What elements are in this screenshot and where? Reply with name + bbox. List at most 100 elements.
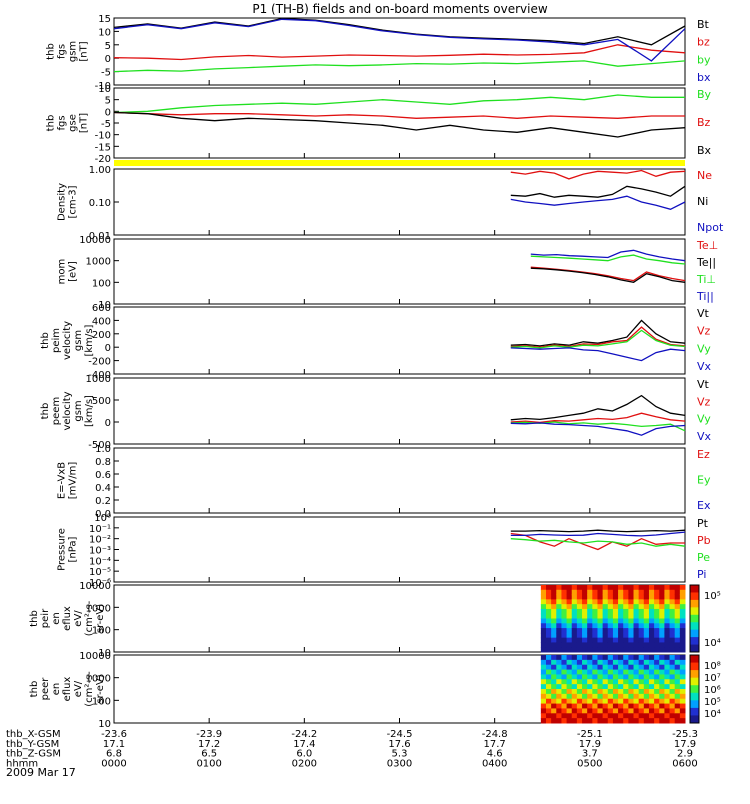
heatmap-cell [659, 642, 665, 648]
heatmap-cell [648, 585, 655, 591]
heatmap-cell [587, 674, 593, 680]
heatmap-cell [602, 608, 609, 615]
y-tick-label: -500 [88, 440, 111, 451]
heatmap-cell [571, 693, 578, 700]
heatmap-cell [628, 623, 635, 629]
heatmap-cell [571, 708, 578, 714]
y-tick-label: 10 [98, 27, 111, 38]
heatmap-cell [571, 585, 578, 591]
heatmap-cell [551, 655, 557, 661]
heatmap-cell [607, 703, 614, 709]
heatmap-cell [638, 664, 645, 671]
heatmap-cell [618, 659, 624, 666]
heatmap-cell [597, 669, 604, 675]
heatmap-cell [628, 708, 635, 714]
heatmap-cell [607, 655, 614, 661]
y-axis-label-line: gsm [68, 41, 79, 62]
heatmap-cell [638, 613, 645, 619]
heatmap-cell [540, 608, 547, 615]
series-Vt [510, 319, 686, 347]
heatmap-cell [669, 703, 676, 709]
heatmap-cell [592, 693, 598, 700]
heatmap-cell [643, 647, 650, 653]
y-axis-label: thbpeimvelocitygsm[km/s] [40, 321, 95, 360]
heatmap-cell [571, 713, 578, 719]
heatmap-cell [607, 642, 614, 648]
heatmap-cell [669, 613, 676, 619]
heatmap-cell [674, 589, 681, 596]
legend-Npot: Npot [697, 221, 724, 234]
heatmap-cell [556, 618, 562, 624]
heatmap-cell [551, 594, 557, 600]
heatmap-cell [623, 613, 629, 619]
heatmap-cell [561, 585, 568, 591]
y-axis-label-line: [km/s] [84, 395, 95, 427]
heatmap-cell [561, 604, 568, 610]
heatmap-cell [540, 655, 547, 661]
heatmap-cell [612, 637, 619, 643]
heatmap-cell [679, 623, 686, 629]
heatmap-cell [643, 623, 650, 629]
y-axis-label-line: [nT] [79, 41, 90, 61]
y-tick-label: 10⁻⁶ [89, 578, 111, 589]
heatmap-cell [556, 708, 562, 714]
heatmap-cell [597, 628, 604, 634]
heatmap-cell [587, 613, 593, 619]
series-Ni [510, 185, 686, 198]
heatmap-cell [607, 659, 614, 666]
ephemeris-value: -25.1 [577, 729, 603, 740]
legend-Te||: Te|| [696, 256, 716, 269]
heatmap-cell [540, 632, 547, 639]
heatmap-cell [602, 589, 609, 596]
heatmap-cell [551, 647, 557, 653]
heatmap-cell [674, 594, 681, 600]
heatmap-cell [664, 642, 671, 648]
colorbar-label: 10⁶ [704, 685, 721, 696]
heatmap-cell [561, 594, 568, 600]
heatmap-cell [582, 632, 588, 639]
heatmap-cell [643, 599, 650, 605]
heatmap-cell [545, 647, 552, 653]
heatmap-cell [679, 608, 686, 615]
heatmap-cell [592, 713, 598, 719]
heatmap-cell [664, 664, 671, 671]
y-axis-label: mom[eV] [57, 259, 79, 285]
heatmap-cell [623, 713, 629, 719]
heatmap-cell [597, 608, 604, 615]
heatmap-cell [566, 684, 573, 690]
heatmap-cell [623, 585, 629, 591]
heatmap-cell [592, 623, 598, 629]
heatmap-cell [607, 585, 614, 591]
heatmap-cell [592, 585, 598, 591]
ephemeris-value: -24.8 [482, 729, 508, 740]
heatmap-cell [659, 674, 665, 680]
y-tick-label: 5 [105, 96, 111, 107]
heatmap-cell [654, 718, 660, 724]
series-Pt [510, 529, 686, 533]
heatmap-cell [628, 589, 635, 596]
heatmap-cell [571, 647, 578, 653]
heatmap-cell [597, 647, 604, 653]
heatmap-cell [643, 698, 650, 705]
heatmap-cell [648, 693, 655, 700]
heatmap-cell [561, 623, 568, 629]
heatmap-cell [597, 618, 604, 624]
heatmap-cell [618, 703, 624, 709]
heatmap-cell [540, 664, 547, 671]
heatmap-cell [628, 585, 635, 591]
heatmap-cell [607, 613, 614, 619]
heatmap-cell [664, 689, 671, 695]
heatmap-cell [556, 679, 562, 685]
heatmap-cell [612, 698, 619, 705]
ephemeris-value: -24.5 [387, 729, 413, 740]
y-axis-label-line: sr-eV) [95, 674, 106, 703]
heatmap-cell [659, 703, 665, 709]
heatmap-cell [623, 637, 629, 643]
heatmap-cell [602, 674, 609, 680]
heatmap-cell [623, 655, 629, 661]
heatmap-cell [587, 642, 593, 648]
heatmap-cell [576, 669, 583, 675]
heatmap-cell [602, 613, 609, 619]
heatmap-cell [602, 689, 609, 695]
heatmap-cell [607, 674, 614, 680]
